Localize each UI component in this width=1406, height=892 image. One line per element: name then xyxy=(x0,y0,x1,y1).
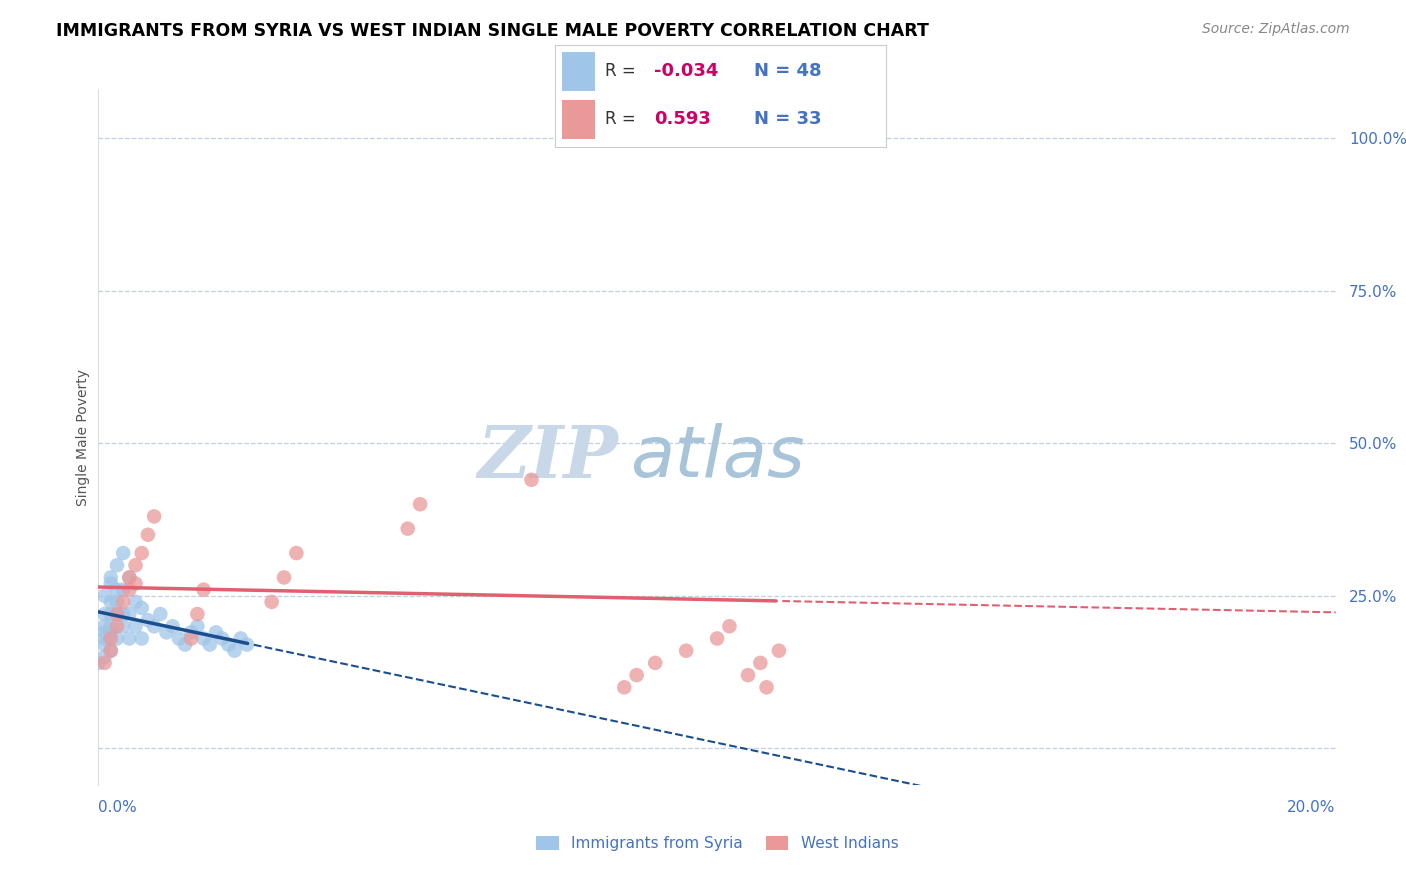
Bar xyxy=(562,100,595,139)
Point xyxy=(118,570,141,584)
Text: N = 48: N = 48 xyxy=(754,62,821,80)
Point xyxy=(112,582,135,597)
Point xyxy=(224,643,246,657)
Text: ZIP: ZIP xyxy=(477,423,619,493)
Point xyxy=(100,643,122,657)
Text: R =: R = xyxy=(605,62,641,80)
Point xyxy=(205,625,228,640)
Point xyxy=(100,619,122,633)
Point xyxy=(100,576,122,591)
Point xyxy=(675,643,697,657)
Point xyxy=(124,595,146,609)
Point xyxy=(131,632,153,646)
Point xyxy=(217,638,239,652)
Point xyxy=(131,546,153,560)
Point xyxy=(737,668,759,682)
Point xyxy=(93,649,115,664)
Point xyxy=(186,619,208,633)
Point xyxy=(100,625,122,640)
Point xyxy=(136,613,159,627)
Point xyxy=(193,632,215,646)
Point xyxy=(143,619,166,633)
Point xyxy=(87,656,110,670)
Point xyxy=(174,638,197,652)
Point xyxy=(105,607,128,621)
Point xyxy=(260,595,283,609)
Point xyxy=(118,607,141,621)
Point xyxy=(93,638,115,652)
Point xyxy=(149,607,172,621)
Bar xyxy=(562,52,595,91)
Point xyxy=(718,619,741,633)
Point xyxy=(520,473,543,487)
Point xyxy=(100,632,122,646)
Point xyxy=(112,607,135,621)
Point xyxy=(112,546,135,560)
Point xyxy=(124,576,146,591)
Point xyxy=(93,607,115,621)
Point xyxy=(118,570,141,584)
Point xyxy=(180,625,202,640)
Point xyxy=(644,656,666,670)
Point xyxy=(105,558,128,573)
Text: R =: R = xyxy=(605,111,641,128)
Point xyxy=(105,619,128,633)
Point xyxy=(93,619,115,633)
Point xyxy=(273,570,295,584)
Point xyxy=(229,632,252,646)
Point xyxy=(105,632,128,646)
Point xyxy=(155,625,177,640)
Point xyxy=(706,632,728,646)
Point xyxy=(93,632,115,646)
Point xyxy=(626,668,648,682)
Point xyxy=(409,497,432,511)
Point xyxy=(124,619,146,633)
Point xyxy=(198,638,221,652)
Point xyxy=(112,619,135,633)
Point xyxy=(675,131,697,145)
Point xyxy=(93,625,115,640)
Point xyxy=(143,509,166,524)
Point xyxy=(193,582,215,597)
Point xyxy=(236,638,259,652)
Point xyxy=(396,522,419,536)
Point xyxy=(162,619,184,633)
Point xyxy=(112,595,135,609)
Point xyxy=(93,656,115,670)
Point xyxy=(100,643,122,657)
Point xyxy=(118,632,141,646)
Point xyxy=(167,632,190,646)
Text: 0.0%: 0.0% xyxy=(98,800,138,814)
Point xyxy=(613,681,636,695)
Point xyxy=(118,582,141,597)
Point xyxy=(100,595,122,609)
Point xyxy=(755,681,778,695)
Y-axis label: Single Male Poverty: Single Male Poverty xyxy=(76,368,90,506)
Point xyxy=(105,607,128,621)
Text: 0.593: 0.593 xyxy=(654,111,711,128)
Text: Source: ZipAtlas.com: Source: ZipAtlas.com xyxy=(1202,22,1350,37)
Point xyxy=(100,607,122,621)
Point xyxy=(768,643,790,657)
Text: atlas: atlas xyxy=(630,424,806,492)
Point xyxy=(211,632,233,646)
Text: N = 33: N = 33 xyxy=(754,111,821,128)
Point xyxy=(105,595,128,609)
Point xyxy=(136,527,159,541)
Point xyxy=(105,582,128,597)
Point xyxy=(124,558,146,573)
Legend: Immigrants from Syria, West Indians: Immigrants from Syria, West Indians xyxy=(530,830,904,857)
Point xyxy=(93,589,115,603)
Text: -0.034: -0.034 xyxy=(654,62,718,80)
Point xyxy=(749,656,772,670)
Point xyxy=(285,546,308,560)
Text: 20.0%: 20.0% xyxy=(1288,800,1336,814)
Point xyxy=(186,607,208,621)
Point xyxy=(100,570,122,584)
Text: IMMIGRANTS FROM SYRIA VS WEST INDIAN SINGLE MALE POVERTY CORRELATION CHART: IMMIGRANTS FROM SYRIA VS WEST INDIAN SIN… xyxy=(56,22,929,40)
Point xyxy=(131,601,153,615)
Point xyxy=(180,632,202,646)
